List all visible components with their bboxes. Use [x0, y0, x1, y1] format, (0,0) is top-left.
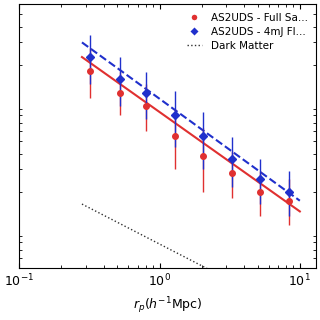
Legend: AS2UDS - Full Sa..., AS2UDS - 4mJ Fl..., Dark Matter: AS2UDS - Full Sa..., AS2UDS - 4mJ Fl...,…: [183, 9, 311, 54]
X-axis label: $r_p(h^{-1}\mathrm{Mpc})$: $r_p(h^{-1}\mathrm{Mpc})$: [133, 295, 202, 316]
